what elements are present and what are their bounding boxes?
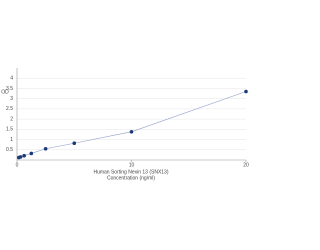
x-tick-label: 10: [129, 162, 135, 168]
point: [18, 155, 23, 159]
point: [29, 151, 34, 156]
y-tick-label: 3.5: [6, 86, 13, 92]
chart: Human Sorting Nexin 13 (SNX13) Concentra…: [1, 68, 249, 181]
y-tick-label: 3: [10, 96, 13, 102]
y-tick-label: 0.5: [6, 147, 13, 153]
point: [22, 153, 26, 158]
curve: [18, 91, 247, 158]
y-tick-label: 1.5: [6, 127, 13, 133]
y-axis-label: OD: [1, 89, 9, 95]
y-tick-label: 4: [10, 76, 13, 82]
point: [129, 129, 134, 134]
y-tick-label: 1: [10, 137, 13, 143]
y-tick-label: 2: [10, 116, 13, 122]
chart-title: Human Sorting Nexin 13 (SNX13): [93, 169, 168, 175]
point: [244, 89, 248, 94]
point: [72, 141, 77, 146]
x-axis-label: Concentration (ng/ml): [107, 175, 155, 181]
x-tick-label: 0: [16, 162, 19, 168]
y-tick-label: 2.5: [6, 106, 13, 112]
point: [43, 146, 48, 151]
x-tick-label: 20: [243, 162, 249, 168]
